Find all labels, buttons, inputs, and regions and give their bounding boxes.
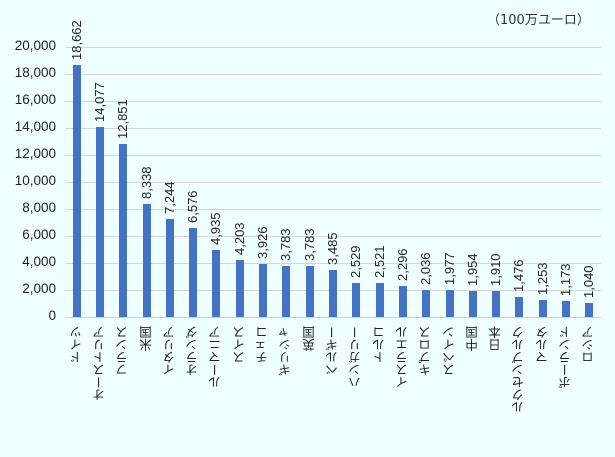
- gridline: [65, 182, 601, 183]
- bar: [515, 297, 523, 317]
- bar: [469, 291, 477, 317]
- category-label: 日本: [488, 326, 503, 351]
- category-label: ルーマニア: [208, 326, 223, 389]
- bar: [492, 291, 500, 317]
- bar: [399, 286, 407, 317]
- category-label: ドイツ: [69, 326, 84, 364]
- gridline: [65, 155, 601, 156]
- gridline: [65, 47, 601, 48]
- data-label: 3,485: [325, 232, 340, 265]
- category-label: マルタ: [535, 326, 550, 364]
- bar: [212, 250, 220, 317]
- bar: [376, 283, 384, 317]
- y-tick-label: 16,000: [14, 92, 56, 107]
- x-axis-line: [65, 317, 601, 318]
- category-label: ポーランド: [558, 326, 573, 389]
- data-label: 3,926: [255, 226, 270, 259]
- category-label: スペイン: [442, 326, 457, 376]
- y-tick-label: 8,000: [22, 200, 56, 215]
- category-label: オランダ: [185, 326, 200, 376]
- category-label: トルコ: [372, 326, 387, 364]
- data-label: 1,910: [488, 253, 503, 286]
- category-label: スイス: [232, 326, 247, 364]
- category-label: ルクセンブルク: [511, 326, 526, 414]
- y-tick-label: 18,000: [14, 65, 56, 80]
- data-label: 1,954: [465, 253, 480, 286]
- y-tick-label: 2,000: [22, 281, 56, 296]
- bar: [562, 301, 570, 317]
- bar: [143, 204, 151, 317]
- data-label: 14,077: [92, 82, 107, 122]
- y-tick-label: 14,000: [14, 119, 56, 134]
- data-label: 2,296: [395, 248, 410, 281]
- bar: [259, 264, 267, 317]
- category-label: 中国: [465, 326, 480, 351]
- category-label: イスラエル: [395, 326, 410, 389]
- data-label: 2,036: [418, 252, 433, 285]
- y-tick-label: 10,000: [14, 173, 56, 188]
- y-tick-label: 0: [48, 308, 56, 323]
- gridline: [65, 209, 601, 210]
- bar: [422, 290, 430, 317]
- bar: [236, 260, 244, 317]
- category-label: イタリア: [162, 326, 177, 376]
- bar: [329, 270, 337, 317]
- y-tick-label: 20,000: [14, 38, 56, 53]
- category-label: オーストリア: [92, 326, 107, 401]
- bar: [539, 300, 547, 317]
- data-label: 1,253: [535, 262, 550, 295]
- data-label: 3,783: [278, 228, 293, 261]
- bar: [189, 228, 197, 317]
- y-tick-label: 4,000: [22, 254, 56, 269]
- y-tick-label: 12,000: [14, 146, 56, 161]
- category-label: ハンガリー: [348, 326, 363, 389]
- data-label: 1,040: [581, 265, 596, 298]
- bar: [119, 144, 127, 317]
- gridline: [65, 263, 601, 264]
- category-label: キプロス: [418, 326, 433, 376]
- bar: [585, 303, 593, 317]
- data-label: 1,977: [442, 252, 457, 285]
- data-label: 6,576: [185, 190, 200, 223]
- data-label: 4,935: [208, 212, 223, 245]
- gridline: [65, 101, 601, 102]
- category-label: ギリシャ: [278, 326, 293, 376]
- gridline: [65, 128, 601, 129]
- data-label: 7,244: [162, 181, 177, 214]
- category-label: フランス: [115, 326, 130, 376]
- data-label: 2,529: [348, 245, 363, 278]
- data-label: 12,851: [115, 99, 130, 139]
- data-label: 3,783: [302, 228, 317, 261]
- bar: [352, 283, 360, 317]
- category-label: チェコ: [255, 326, 270, 364]
- unit-label: （100万ユーロ）: [487, 13, 590, 28]
- y-tick-label: 6,000: [22, 227, 56, 242]
- category-label: ベルギー: [325, 326, 340, 376]
- data-label: 18,662: [69, 20, 84, 60]
- bar: [166, 219, 174, 317]
- gridline: [65, 236, 601, 237]
- bar: [73, 65, 81, 317]
- data-label: 8,338: [139, 166, 154, 199]
- category-label: 米国: [139, 326, 154, 351]
- bar: [446, 290, 454, 317]
- data-label: 2,521: [372, 245, 387, 278]
- data-label: 4,203: [232, 222, 247, 255]
- gridline: [65, 74, 601, 75]
- data-label: 1,173: [558, 263, 573, 296]
- bar: [96, 127, 104, 317]
- data-label: 1,476: [511, 259, 526, 292]
- category-label: 英国: [302, 326, 317, 351]
- category-label: ロシア: [581, 326, 596, 364]
- bar: [306, 266, 314, 317]
- bar: [282, 266, 290, 317]
